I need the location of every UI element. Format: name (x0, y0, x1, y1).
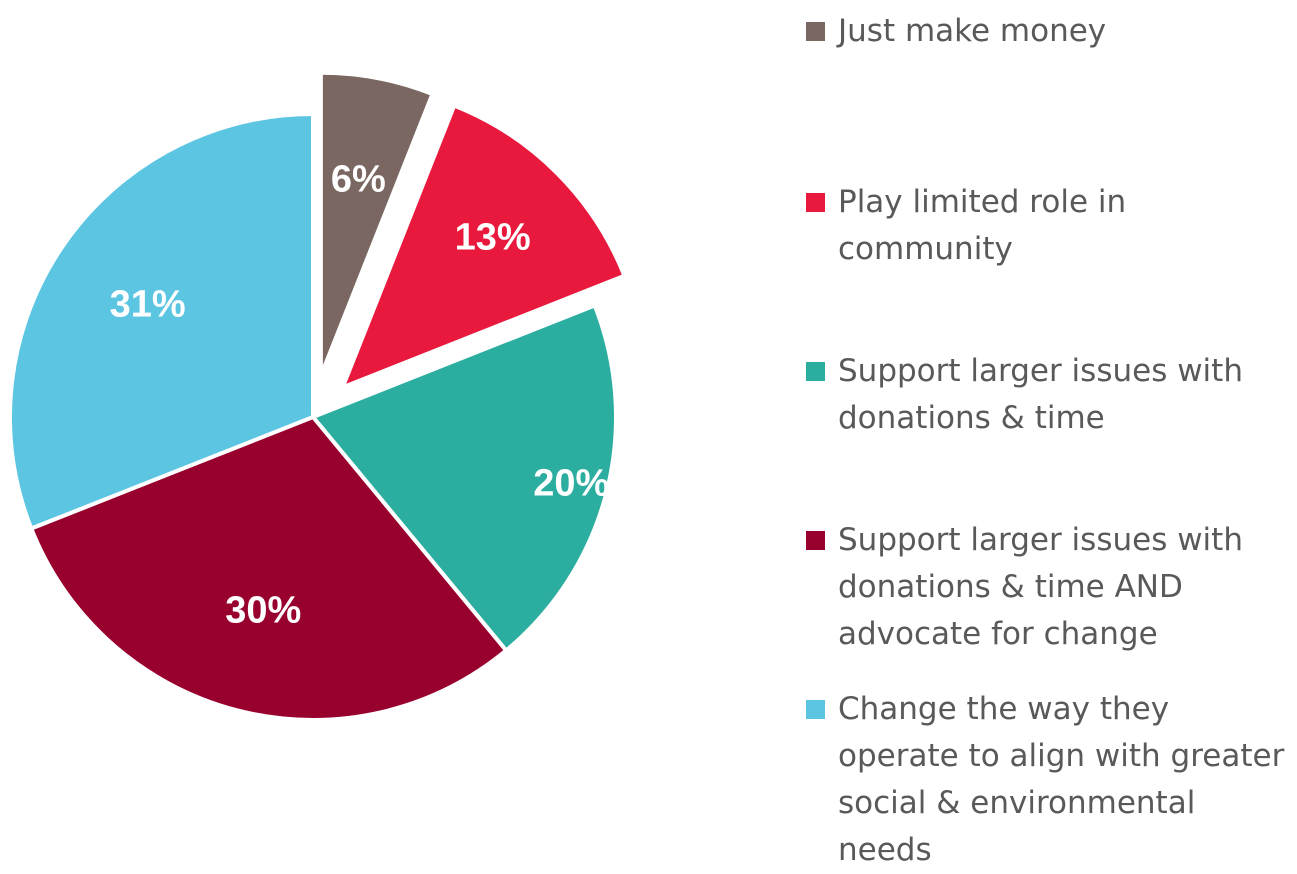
pie-slice-support-and-advocate (29, 415, 509, 722)
data-label-change-the-way: 31% (110, 284, 186, 326)
legend-label: Change the way they operate to align wit… (838, 691, 1285, 868)
legend-swatch (806, 700, 825, 719)
legend-label: Support larger issues with donations & t… (838, 353, 1243, 436)
data-label-just-make-money: 6% (331, 158, 386, 200)
pie-slice-just-make-money (318, 70, 435, 378)
data-label-support-and-advocate: 30% (225, 590, 301, 632)
legend-swatch (806, 362, 825, 381)
legend-label: Just make money (838, 13, 1107, 49)
pie-slice-support-larger-issues (311, 303, 618, 653)
pie-slice-change-the-way (8, 112, 315, 531)
data-label-play-limited-role: 13% (455, 216, 531, 258)
legend-label: Play limited role in community (838, 184, 1127, 267)
legend-swatch (806, 22, 825, 41)
chart-legend: Just make money Play limited role in com… (806, 0, 1294, 868)
data-label-support-larger-issues: 20% (533, 462, 609, 504)
legend-swatch (806, 193, 825, 212)
pie-slice-play-limited-role (340, 103, 627, 390)
legend-label: Support larger issues with donations & t… (838, 522, 1243, 652)
legend-swatch (806, 531, 825, 550)
